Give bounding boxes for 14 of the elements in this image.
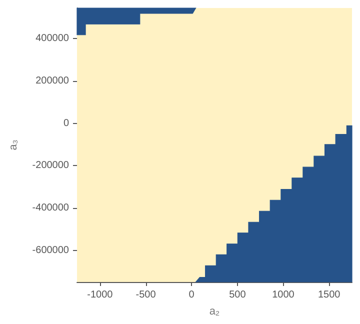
y-tick-label: -400000	[32, 202, 70, 214]
x-tick-label: -500	[136, 290, 156, 300]
x-tick-label: -1000	[87, 290, 114, 300]
x-tick-label: 1500	[318, 290, 341, 300]
y-tick-label: -600000	[32, 244, 70, 256]
x-tick-label: 1000	[272, 290, 295, 300]
x-tick-label: 0	[188, 290, 195, 300]
y-tick-label: -200000	[32, 160, 70, 172]
y-axis-title: a₃	[8, 140, 20, 150]
x-axis-title: a₂	[209, 306, 220, 318]
y-tick-label: 0	[63, 118, 70, 129]
y-tick-label: 200000	[36, 75, 70, 86]
y-tick-label: 400000	[36, 33, 70, 44]
x-tick-label: 500	[229, 290, 246, 300]
